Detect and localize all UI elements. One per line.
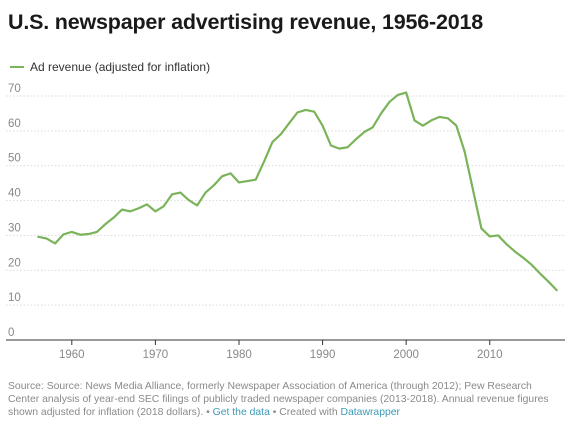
footer-separator: • <box>203 407 213 418</box>
series-line-ad-revenue <box>37 91 558 292</box>
x-tick-label: 2010 <box>477 349 503 361</box>
gridlines <box>6 95 565 341</box>
x-tick-label: 1980 <box>226 349 252 361</box>
chart-footer: Source: Source: News Media Alliance, for… <box>8 380 564 419</box>
line-chart: 0 10 20 30 40 50 60 70 1960 1970 1980 1990 2000 2010 <box>6 83 565 361</box>
source-note: Source: Source: News Media Alliance, for… <box>8 381 549 418</box>
y-tick-label: 70 <box>8 83 21 95</box>
created-with-text: • Created with <box>269 407 341 418</box>
get-the-data-link[interactable]: Get the data <box>212 407 270 418</box>
y-axis-ticks: 0 10 20 30 40 50 60 70 <box>8 83 21 339</box>
y-tick-label: 60 <box>8 118 21 130</box>
y-tick-label: 0 <box>8 327 14 339</box>
y-tick-label: 50 <box>8 153 21 165</box>
y-tick-label: 10 <box>8 292 21 304</box>
legend: Ad revenue (adjusted for inflation) <box>10 60 210 74</box>
x-tick-label: 1960 <box>59 349 85 361</box>
x-tick-label: 2000 <box>393 349 419 361</box>
chart-title: U.S. newspaper advertising revenue, 1956… <box>8 10 483 34</box>
x-axis-ticks: 1960 1970 1980 1990 2000 2010 <box>59 340 503 361</box>
y-tick-label: 20 <box>8 257 21 269</box>
x-tick-label: 1970 <box>143 349 169 361</box>
legend-line-swatch <box>10 66 24 68</box>
y-tick-label: 30 <box>8 222 21 234</box>
series-layer <box>37 91 558 292</box>
datawrapper-link[interactable]: Datawrapper <box>340 407 401 418</box>
legend-label: Ad revenue (adjusted for inflation) <box>30 60 211 74</box>
x-tick-label: 1990 <box>310 349 336 361</box>
y-tick-label: 40 <box>8 188 21 200</box>
